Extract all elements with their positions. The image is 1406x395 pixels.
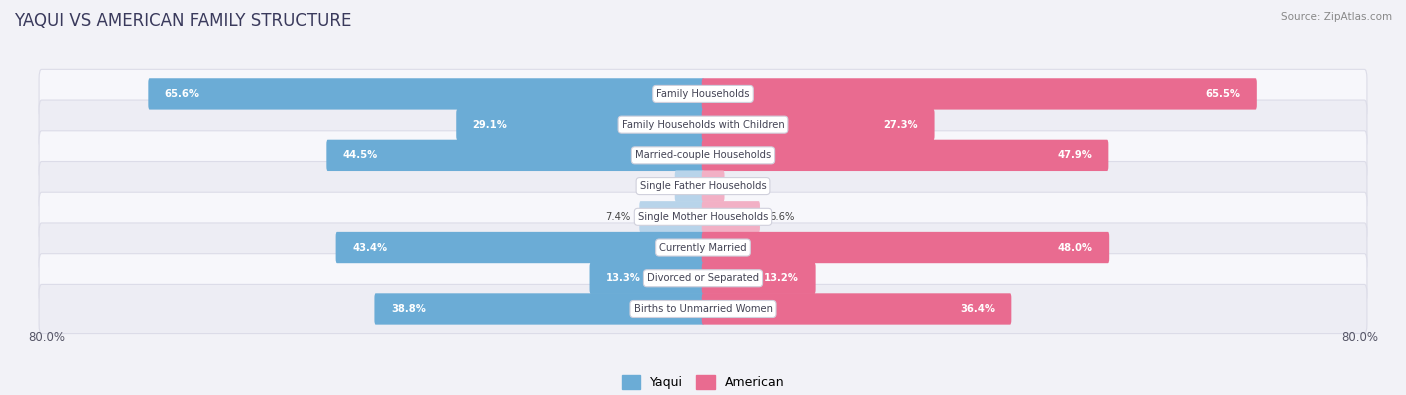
Text: 44.5%: 44.5% [343, 150, 378, 160]
FancyBboxPatch shape [39, 284, 1367, 333]
Text: 13.2%: 13.2% [765, 273, 799, 283]
FancyBboxPatch shape [702, 201, 759, 233]
Text: Divorced or Separated: Divorced or Separated [647, 273, 759, 283]
FancyBboxPatch shape [39, 100, 1367, 149]
FancyBboxPatch shape [39, 162, 1367, 211]
FancyBboxPatch shape [702, 109, 935, 140]
FancyBboxPatch shape [702, 170, 724, 202]
Text: Family Households with Children: Family Households with Children [621, 120, 785, 130]
FancyBboxPatch shape [336, 232, 704, 263]
Text: Currently Married: Currently Married [659, 243, 747, 252]
FancyBboxPatch shape [39, 192, 1367, 241]
Text: 47.9%: 47.9% [1057, 150, 1092, 160]
FancyBboxPatch shape [148, 78, 704, 109]
FancyBboxPatch shape [39, 254, 1367, 303]
FancyBboxPatch shape [456, 109, 704, 140]
Text: Family Households: Family Households [657, 89, 749, 99]
FancyBboxPatch shape [702, 293, 1011, 325]
Text: 48.0%: 48.0% [1057, 243, 1092, 252]
FancyBboxPatch shape [39, 70, 1367, 118]
Text: 29.1%: 29.1% [472, 120, 508, 130]
FancyBboxPatch shape [675, 170, 704, 202]
Text: 36.4%: 36.4% [960, 304, 995, 314]
Text: 3.2%: 3.2% [641, 181, 666, 191]
Text: Source: ZipAtlas.com: Source: ZipAtlas.com [1281, 12, 1392, 22]
Text: Married-couple Households: Married-couple Households [636, 150, 770, 160]
Text: 65.6%: 65.6% [165, 89, 200, 99]
Text: Single Mother Households: Single Mother Households [638, 212, 768, 222]
Text: 27.3%: 27.3% [883, 120, 918, 130]
FancyBboxPatch shape [702, 140, 1108, 171]
FancyBboxPatch shape [374, 293, 704, 325]
Text: 65.5%: 65.5% [1205, 89, 1240, 99]
FancyBboxPatch shape [39, 223, 1367, 272]
Text: Single Father Households: Single Father Households [640, 181, 766, 191]
Text: 6.6%: 6.6% [769, 212, 794, 222]
FancyBboxPatch shape [39, 131, 1367, 180]
Text: 13.3%: 13.3% [606, 273, 641, 283]
FancyBboxPatch shape [589, 263, 704, 294]
FancyBboxPatch shape [326, 140, 704, 171]
Text: YAQUI VS AMERICAN FAMILY STRUCTURE: YAQUI VS AMERICAN FAMILY STRUCTURE [14, 12, 352, 30]
Legend: Yaqui, American: Yaqui, American [617, 370, 789, 394]
Text: 43.4%: 43.4% [352, 243, 387, 252]
Text: 80.0%: 80.0% [28, 331, 65, 344]
FancyBboxPatch shape [702, 78, 1257, 109]
Text: 2.4%: 2.4% [734, 181, 759, 191]
Text: 7.4%: 7.4% [605, 212, 630, 222]
Text: Births to Unmarried Women: Births to Unmarried Women [634, 304, 772, 314]
FancyBboxPatch shape [702, 263, 815, 294]
FancyBboxPatch shape [702, 232, 1109, 263]
Text: 80.0%: 80.0% [1341, 331, 1378, 344]
FancyBboxPatch shape [640, 201, 704, 233]
Text: 38.8%: 38.8% [391, 304, 426, 314]
